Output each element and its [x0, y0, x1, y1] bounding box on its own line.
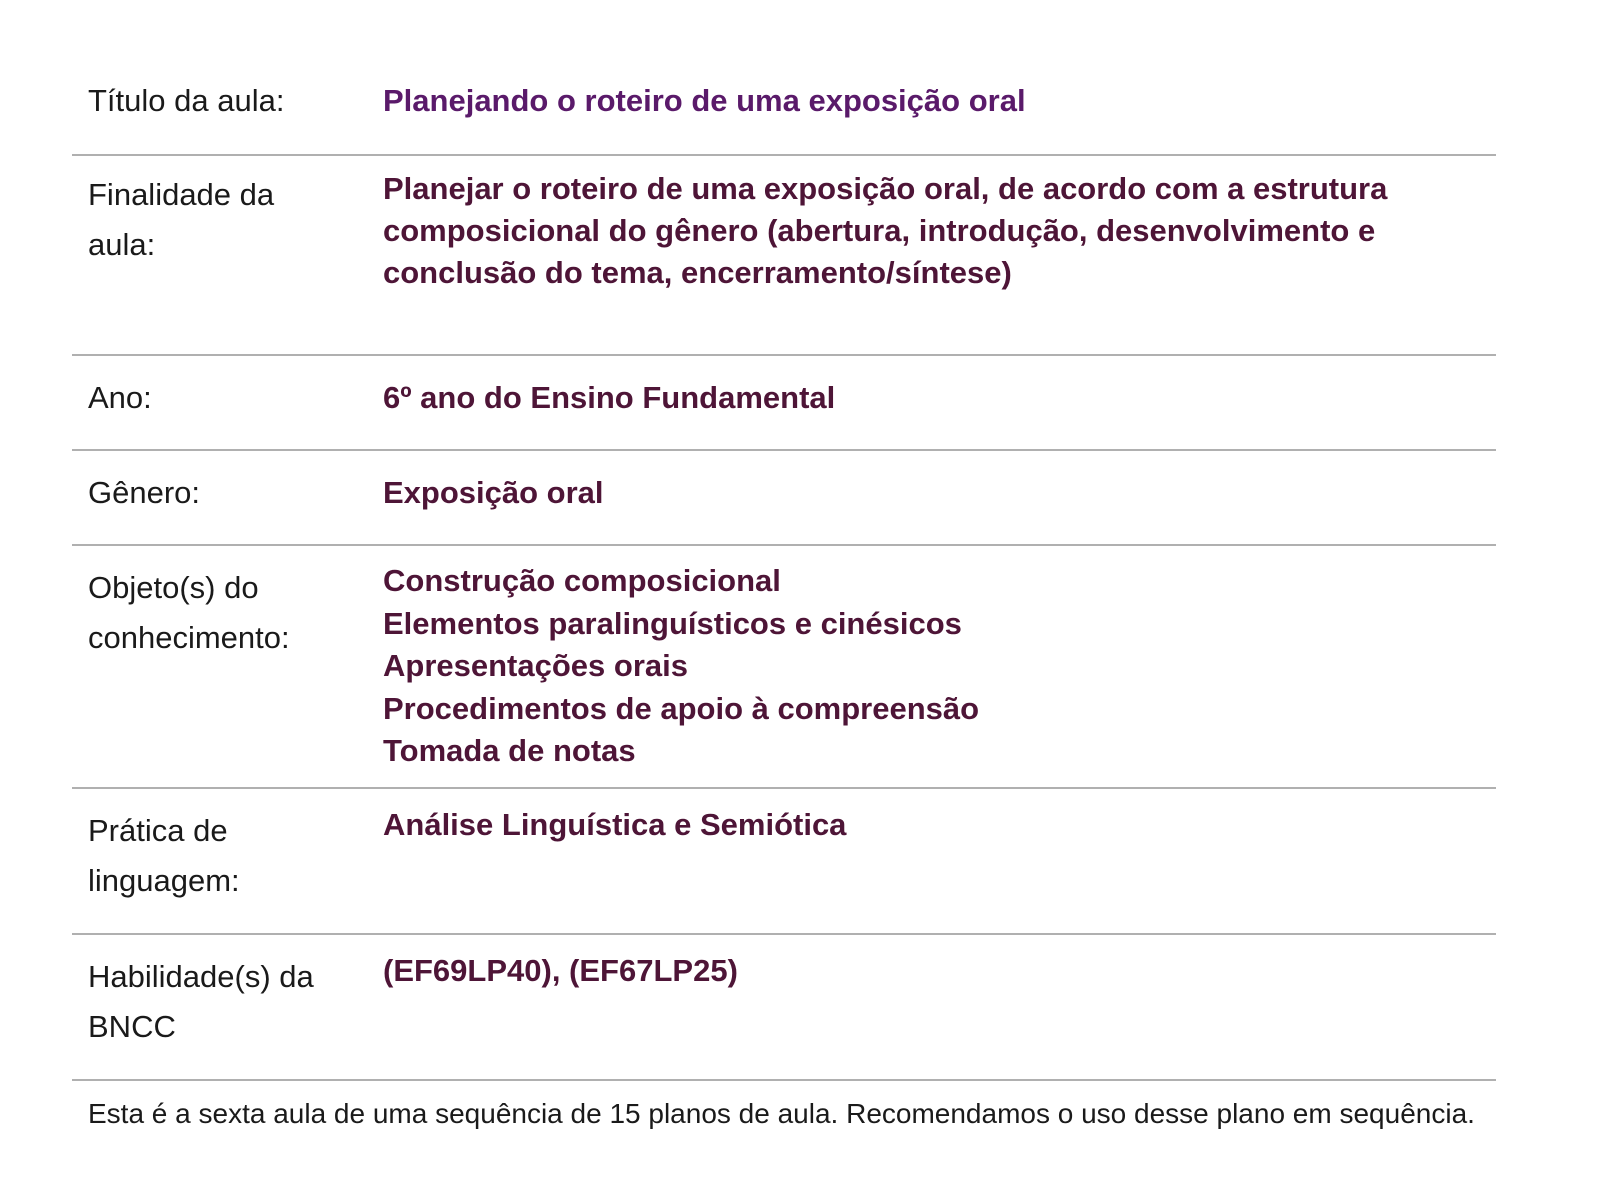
list-item: Tomada de notas — [383, 733, 636, 768]
row-finalidade: Finalidade da aula: Planejar o roteiro d… — [72, 155, 1496, 356]
row-label: Finalidade da aula: — [88, 177, 275, 262]
list-item: Procedimentos de apoio à compreensão — [383, 690, 980, 726]
row-value: 6º ano do Ensino Fundamental — [383, 380, 836, 415]
row-value: (EF69LP40), (EF67LP25) — [383, 953, 738, 988]
list-item: Construção composicional — [383, 563, 781, 598]
row-habilidades: Habilidade(s) da BNCC (EF69LP40), (EF67L… — [72, 935, 1496, 1081]
row-label: Habilidade(s) da BNCC — [88, 959, 314, 1044]
row-genero: Gênero: Exposição oral — [72, 451, 1496, 546]
row-value: Exposição oral — [383, 475, 604, 510]
row-objetos: Objeto(s) do conhecimento: Construção co… — [72, 546, 1496, 789]
lesson-title: Planejando o roteiro de uma exposição or… — [383, 83, 1026, 118]
row-titulo: Título da aula: Planejando o roteiro de … — [72, 60, 1496, 156]
row-label: Gênero: — [88, 475, 201, 510]
row-label: Prática de linguagem: — [88, 813, 240, 898]
row-label: Objeto(s) do conhecimento: — [88, 570, 290, 655]
row-pratica: Prática de linguagem: Análise Linguístic… — [72, 789, 1496, 935]
footer-note: Esta é a sexta aula de uma sequência de … — [88, 1098, 1475, 1129]
list-item: Apresentações orais — [383, 648, 688, 683]
row-value: Análise Linguística e Semiótica — [383, 807, 847, 842]
row-value: Planejar o roteiro de uma exposição oral… — [383, 171, 1388, 290]
row-ano: Ano: 6º ano do Ensino Fundamental — [72, 356, 1496, 451]
row-label: Ano: — [88, 380, 152, 415]
row-value-list: Construção composicional Elementos paral… — [383, 560, 1493, 773]
row-label: Título da aula: — [88, 83, 285, 118]
list-item: Elementos paralinguísticos e cinésicos — [383, 605, 962, 641]
